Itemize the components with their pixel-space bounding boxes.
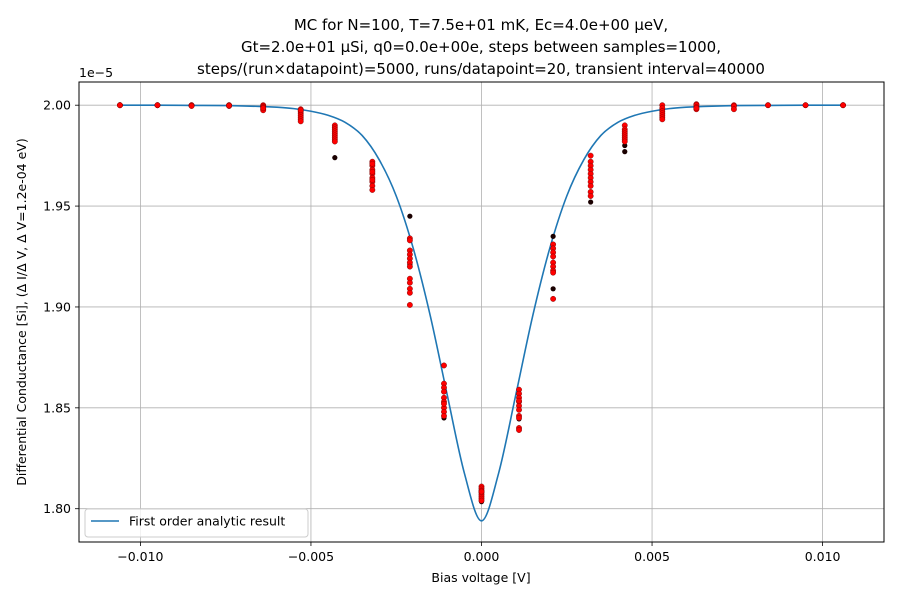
chart-title-line-3: steps/(run×datapoint)=5000, runs/datapoi… [197,60,765,78]
data-point [693,105,700,112]
x-tick-label: −0.005 [288,549,334,564]
data-point [369,176,376,183]
y-axis-ticks: 1.80 1.85 1.90 1.95 2.00 [43,98,79,516]
data-point [731,106,737,113]
data-point [260,105,267,112]
data-point-dark [407,213,413,219]
data-point [154,102,161,109]
x-tick-label: −0.010 [117,549,163,564]
x-axis-label: Bias voltage [V] [431,570,530,585]
data-point [550,253,557,260]
data-point [587,193,594,199]
data-point [516,415,522,421]
data-point [621,138,628,145]
analytic-curve-layer [119,104,844,522]
data-point [478,488,485,495]
data-point [441,362,447,369]
data-point [406,302,413,308]
data-point-dark [550,286,556,292]
y-axis-label: Differential Conductance [Si], (Δ I/Δ V,… [14,138,29,485]
x-tick-label: 0.005 [634,549,670,564]
data-point [587,183,594,189]
data-point [765,102,771,109]
data-point [516,397,522,404]
data-point [802,102,809,109]
x-tick-label: 0.000 [464,549,500,564]
y-offset-label: 1e−5 [79,65,113,80]
legend-entry-label: First order analytic result [129,514,285,529]
data-point [369,160,376,167]
data-point [441,400,447,407]
analytic-curve [119,104,844,522]
data-point [226,102,232,109]
legend-box [84,508,309,538]
x-tick-label: 0.010 [805,549,841,564]
y-tick-label: 2.00 [43,98,71,113]
chart-title-line-1: MC for N=100, T=7.5e+01 mK, Ec=4.0e+00 μ… [294,16,668,34]
data-point [516,406,522,413]
data-point [406,237,413,244]
data-point [441,388,447,395]
data-points-layer [117,101,846,505]
data-point [369,187,376,193]
y-tick-label: 1.80 [43,501,71,516]
data-point [331,138,338,145]
data-point-dark [622,149,628,155]
y-tick-label: 1.90 [43,299,71,314]
data-point [406,263,413,270]
data-point [369,168,376,175]
data-point [406,289,413,296]
data-point [406,279,413,286]
data-point [478,497,485,504]
data-point [550,269,557,276]
data-point [840,102,846,109]
data-point [297,118,304,125]
data-point [659,116,666,123]
y-tick-label: 1.85 [43,400,71,415]
legend: First order analytic result [84,508,309,538]
data-point-dark [588,199,594,205]
data-point-dark [332,155,338,161]
data-point [297,107,304,114]
data-point [441,413,447,419]
data-point [516,427,522,433]
data-point-dark [622,142,628,149]
chart-title-line-2: Gt=2.0e+01 μSi, q0=0.0e+00e, steps betwe… [241,38,721,56]
x-axis-ticks: −0.010 −0.005 0.000 0.005 0.010 [117,542,841,564]
data-point-dark [550,233,556,239]
data-point [550,295,557,302]
data-point [188,103,195,109]
data-point [117,102,123,109]
y-tick-label: 1.95 [43,199,71,214]
data-point [587,152,594,159]
